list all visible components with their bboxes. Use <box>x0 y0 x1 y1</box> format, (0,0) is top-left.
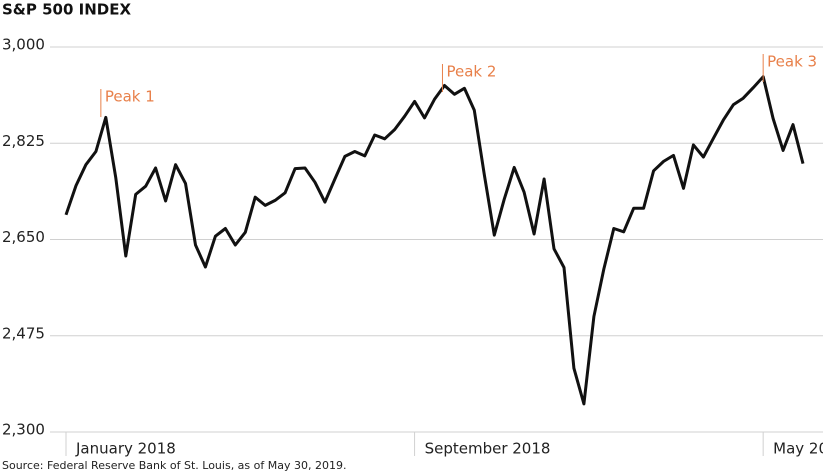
index-line <box>64 75 805 406</box>
y-tick-label: 3,000 <box>2 36 45 54</box>
x-tick-label: May 2019 <box>773 440 823 458</box>
chart-title: S&P 500 INDEX <box>2 1 131 19</box>
annotation: Peak 1 <box>105 88 155 106</box>
x-tick-label: January 2018 <box>75 440 176 458</box>
source-note: Source: Federal Reserve Bank of St. Loui… <box>2 459 346 472</box>
annotation: Peak 3 <box>767 53 817 71</box>
y-tick-label: 2,650 <box>2 228 45 246</box>
annotation: Peak 2 <box>446 63 496 81</box>
y-tick-label: 2,825 <box>2 132 45 150</box>
y-tick-label: 2,475 <box>2 324 45 342</box>
y-tick-label: 2,300 <box>2 421 45 439</box>
x-tick-label: September 2018 <box>425 440 551 458</box>
